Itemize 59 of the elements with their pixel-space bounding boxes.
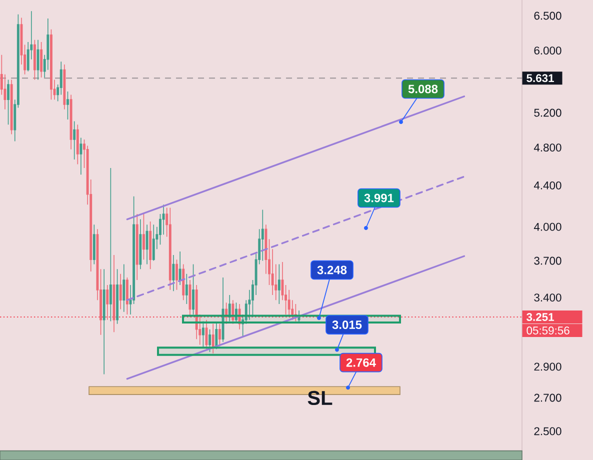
candlestick bbox=[92, 224, 96, 265]
annotation: 2.764 bbox=[346, 358, 376, 367]
candlestick bbox=[176, 259, 178, 290]
y-tick-label: 3.400 bbox=[534, 294, 562, 302]
y-tick-label: 4.800 bbox=[534, 144, 562, 152]
candlestick bbox=[218, 324, 221, 347]
candlestick bbox=[152, 224, 155, 262]
candlestick bbox=[73, 120, 76, 160]
candlestick bbox=[122, 264, 126, 312]
candlestick bbox=[119, 274, 122, 310]
ref-line-label: 5.631 bbox=[526, 74, 554, 82]
candlestick bbox=[192, 264, 194, 315]
candlestick bbox=[36, 39, 40, 80]
candlestick bbox=[136, 214, 138, 280]
ref-line-label: 3.251 bbox=[526, 313, 554, 322]
y-tick-label: 5.200 bbox=[534, 108, 562, 117]
text: 05:59:56 bbox=[526, 326, 570, 334]
annotation: SL bbox=[308, 390, 332, 406]
candlestick bbox=[178, 251, 182, 286]
y-tick-label: 4.400 bbox=[534, 181, 562, 190]
candlestick bbox=[112, 254, 116, 333]
candlestick bbox=[10, 79, 13, 135]
y-tick-label: 4.000 bbox=[534, 222, 562, 231]
candlestick bbox=[278, 264, 280, 304]
y-tick-label: 2.700 bbox=[534, 394, 562, 402]
candlestick bbox=[80, 137, 82, 176]
y-tick-label: 6.000 bbox=[534, 46, 562, 54]
candlestick bbox=[185, 274, 188, 304]
y-tick-label: 2.500 bbox=[534, 427, 562, 436]
candlestick bbox=[168, 207, 172, 290]
y-tick-label: 6.500 bbox=[534, 12, 562, 20]
candlestick bbox=[66, 91, 69, 120]
annotation: 5.088 bbox=[408, 84, 438, 94]
candlestick bbox=[261, 209, 264, 262]
candlestick bbox=[212, 324, 214, 354]
candlestick bbox=[116, 268, 119, 324]
y-tick-label: 2.900 bbox=[534, 362, 562, 371]
candlestick bbox=[102, 268, 106, 375]
candlestick bbox=[146, 224, 148, 265]
candlestick bbox=[149, 221, 152, 270]
candlestick bbox=[202, 320, 204, 348]
candlestick bbox=[188, 280, 192, 318]
candlestick bbox=[139, 218, 142, 270]
annotation: 3.248 bbox=[317, 266, 347, 274]
candlestick bbox=[63, 64, 66, 110]
candlestick bbox=[33, 39, 36, 80]
candlestick bbox=[7, 79, 10, 126]
candlestick bbox=[172, 254, 175, 292]
candlestick bbox=[182, 264, 185, 300]
y-tick-label: 3.700 bbox=[534, 256, 562, 265]
candlestick bbox=[70, 94, 72, 150]
annotation: 3.015 bbox=[332, 320, 362, 330]
annotation: 3.991 bbox=[364, 194, 394, 202]
candlestick bbox=[106, 284, 109, 320]
candlestick bbox=[142, 214, 145, 260]
candlestick bbox=[109, 168, 112, 322]
candlestick bbox=[40, 42, 43, 78]
candlestick bbox=[76, 124, 79, 165]
candlestick bbox=[228, 294, 231, 322]
